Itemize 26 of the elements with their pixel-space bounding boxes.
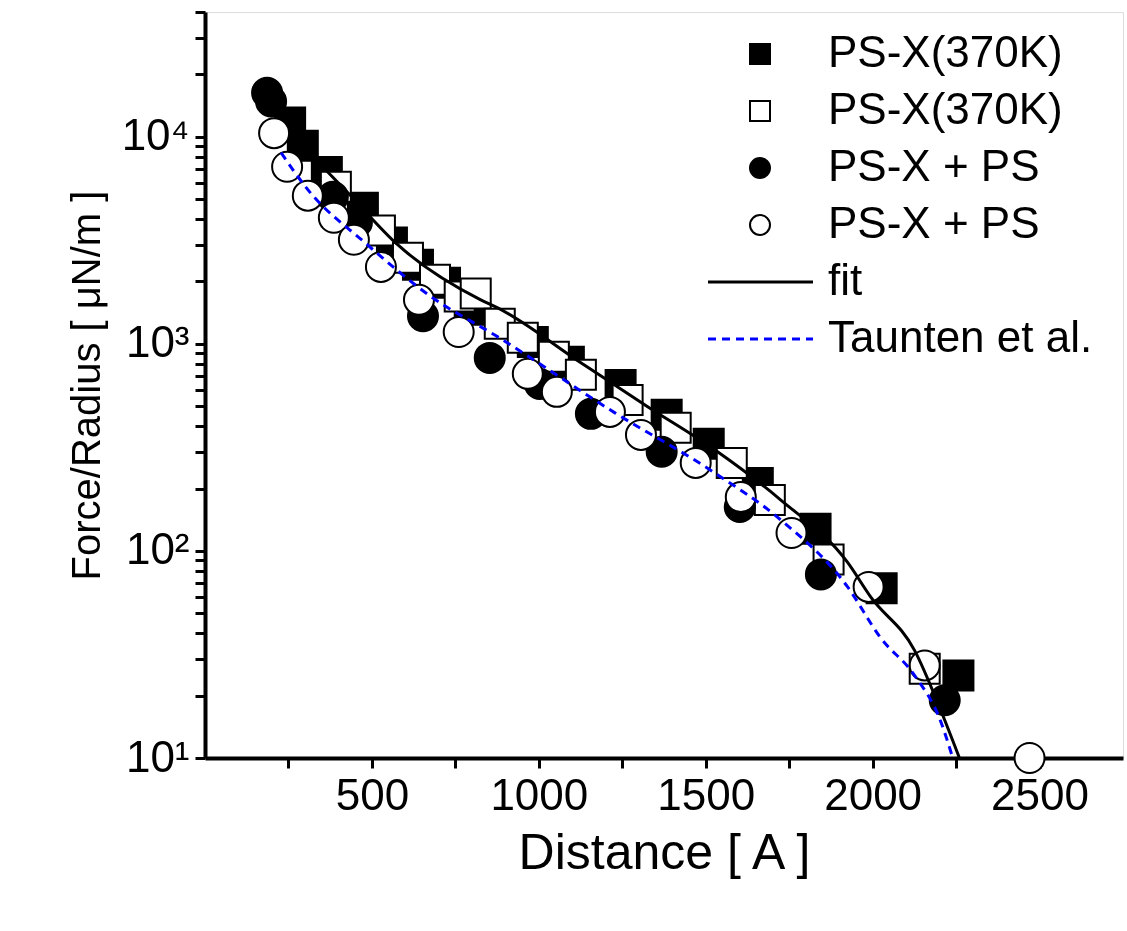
y-tick-label: 10² bbox=[125, 524, 190, 574]
y-axis-title: Force/Radius [ μN/m ] bbox=[63, 190, 108, 581]
x-tick-label: 1000 bbox=[490, 769, 589, 819]
y-tick-label: 10¹ bbox=[125, 731, 190, 781]
point bbox=[473, 341, 506, 374]
point bbox=[593, 395, 626, 428]
point bbox=[804, 558, 837, 591]
legend-label: PS-X + PS bbox=[828, 141, 1040, 190]
x-tick-label: 2000 bbox=[824, 769, 923, 819]
y-tick-label: 10⁴ bbox=[121, 110, 190, 160]
point bbox=[942, 659, 975, 692]
legend-label: PS-X + PS bbox=[828, 198, 1040, 247]
legend-label: fit bbox=[828, 255, 863, 304]
point bbox=[337, 223, 370, 256]
x-tick-label: 500 bbox=[335, 769, 410, 819]
x-tick-label: 2500 bbox=[991, 769, 1089, 819]
point bbox=[402, 283, 435, 316]
legend-label: PS-X(370K) bbox=[828, 84, 1063, 133]
y-tick-label: 10³ bbox=[125, 317, 190, 367]
legend-label: Taunten et al. bbox=[828, 312, 1093, 361]
legend-label: PS-X(370K) bbox=[828, 27, 1063, 76]
x-tick-label: 1500 bbox=[657, 769, 756, 819]
point bbox=[258, 117, 291, 150]
x-axis-title: Distance [ A ] bbox=[518, 823, 811, 880]
point bbox=[724, 481, 757, 513]
point bbox=[511, 357, 544, 390]
